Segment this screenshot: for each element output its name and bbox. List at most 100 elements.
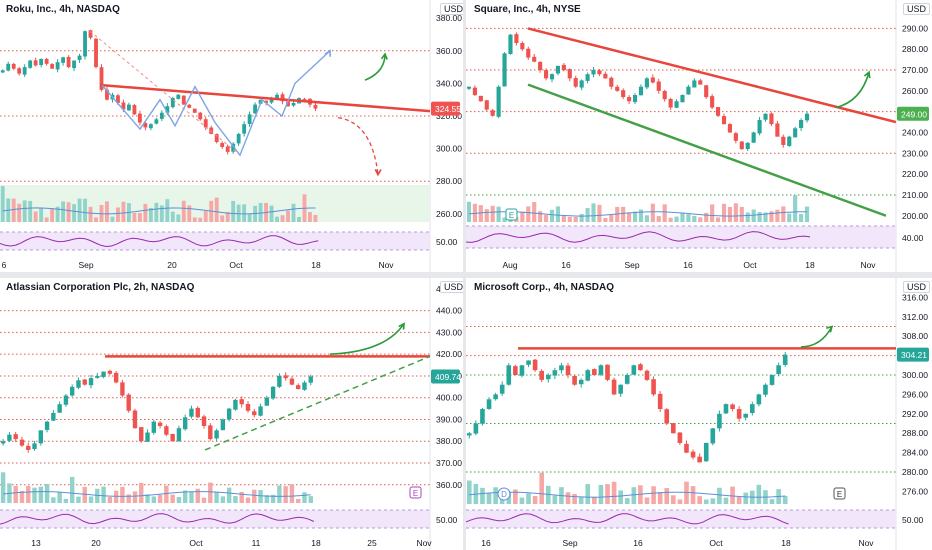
candle-body (611, 379, 617, 395)
candle-body (743, 413, 749, 418)
price-tag-label: 324.55 (435, 104, 461, 114)
candle-body (289, 378, 295, 385)
currency-button[interactable]: USD (903, 281, 931, 293)
volume-bar (88, 206, 93, 222)
volume-bar (585, 484, 591, 504)
candle-body (201, 416, 207, 426)
volume-bar (275, 216, 279, 222)
candle-body (609, 77, 614, 87)
candle-body (208, 425, 213, 440)
candle-body (195, 407, 200, 418)
rsi-tick-label: 50.00 (436, 515, 458, 525)
candle-body (692, 80, 697, 88)
currency-button[interactable]: USD (440, 281, 463, 293)
volume-bar (526, 493, 531, 504)
y-tick-label: 360.00 (436, 46, 462, 56)
price-tag (431, 101, 460, 116)
volume-bar (799, 214, 804, 222)
volume-bar (680, 212, 685, 222)
currency-button[interactable]: USD (903, 3, 931, 15)
x-tick-label: Oct (709, 538, 723, 548)
candle-body (591, 70, 596, 75)
candle-body (159, 112, 164, 119)
volume-bar (733, 203, 738, 222)
candle-body (751, 132, 756, 143)
volume-bar (242, 204, 247, 222)
volume-bar (291, 203, 296, 222)
microsoft-chart-svg[interactable]: 316.00312.00308.00304.00300.00296.00292.… (466, 278, 932, 550)
price-tag-label: 304.21 (901, 350, 927, 360)
volume-bar (296, 498, 301, 503)
price-tag-label: 409.74 (435, 372, 461, 382)
candle-body (484, 100, 489, 110)
rsi-band (466, 226, 896, 248)
x-tick-label: Sep (624, 260, 639, 270)
square-chart-svg[interactable]: 290.00280.00270.00260.00250.00240.00230.… (466, 0, 932, 272)
bullish-arrow (800, 326, 833, 348)
volume-bar (192, 217, 197, 222)
volume-bar (657, 492, 663, 504)
volume-bar (145, 494, 150, 503)
candle-body (50, 64, 55, 69)
rsi-line (466, 231, 811, 243)
candle-body (756, 394, 762, 405)
candle-body (55, 62, 60, 70)
chart-panel-roku[interactable]: 380.00 360.00 340.00 320.00 300.00 280.00 260.… (0, 0, 463, 272)
x-tick-label: 18 (311, 260, 321, 270)
y-tick-label: 308.00 (902, 331, 928, 341)
candle-body (176, 94, 181, 99)
earnings-marker (505, 208, 518, 221)
candle-body (286, 101, 290, 107)
volume-bar (220, 215, 225, 222)
volume-bar (176, 214, 181, 222)
chart-panel-square[interactable]: 290.00280.00270.00260.00250.00240.00230.… (466, 0, 932, 272)
candle-body (236, 133, 241, 144)
candle-body (763, 384, 768, 395)
chart-panel-microsoft[interactable]: 316.00312.00308.00304.00300.00296.00292.… (466, 278, 932, 550)
volume-bar (769, 211, 774, 222)
volume-bar (195, 488, 200, 503)
candle-body (490, 110, 495, 116)
chart-panel-atlassian[interactable]: 450.00440.00430.00420.00410.00400.00390.… (0, 278, 463, 550)
volume-bar (472, 203, 477, 222)
support-trendline (204, 355, 431, 451)
candle-body (157, 422, 163, 426)
x-tick-label: Nov (378, 260, 394, 270)
candle-body (88, 378, 94, 386)
candle-body (181, 95, 186, 105)
volume-bar (63, 498, 69, 503)
roku-chart-svg[interactable]: 380.00 360.00 340.00 320.00 300.00 280.00 260.… (0, 0, 463, 272)
candle-body (151, 421, 157, 433)
candle-body (83, 31, 87, 57)
horizontal-divider[interactable] (0, 272, 932, 278)
candle-body (252, 411, 257, 416)
bullish-arrow-head (826, 325, 834, 333)
volume-bar (592, 496, 597, 504)
volume-bar (236, 204, 241, 222)
volume-bar (0, 186, 5, 222)
volume-bar (598, 484, 604, 504)
candle-body (664, 409, 670, 424)
candle-body (775, 123, 780, 137)
candle-body (57, 404, 62, 413)
projected-path-arrow (324, 49, 331, 57)
candle-body (99, 67, 104, 90)
volume-bar (751, 209, 756, 222)
x-tick-label: 25 (367, 538, 377, 548)
candle-body (621, 90, 626, 98)
bullish-arrow-head (398, 322, 405, 330)
earnings-marker (409, 486, 422, 499)
candle-body (781, 136, 786, 145)
candle-body (258, 406, 263, 416)
candle-body (17, 68, 22, 74)
candle-body (559, 365, 564, 371)
candle-body (710, 428, 716, 444)
candle-body (203, 119, 208, 128)
volume-bar (225, 212, 230, 222)
currency-button[interactable]: USD (440, 3, 463, 15)
volume-bar (480, 487, 485, 504)
atlassian-chart-svg[interactable]: 450.00440.00430.00420.00410.00400.00390.… (0, 278, 463, 550)
price-axis (430, 0, 463, 272)
x-tick-label: 16 (633, 538, 643, 548)
candle-body (502, 53, 507, 87)
